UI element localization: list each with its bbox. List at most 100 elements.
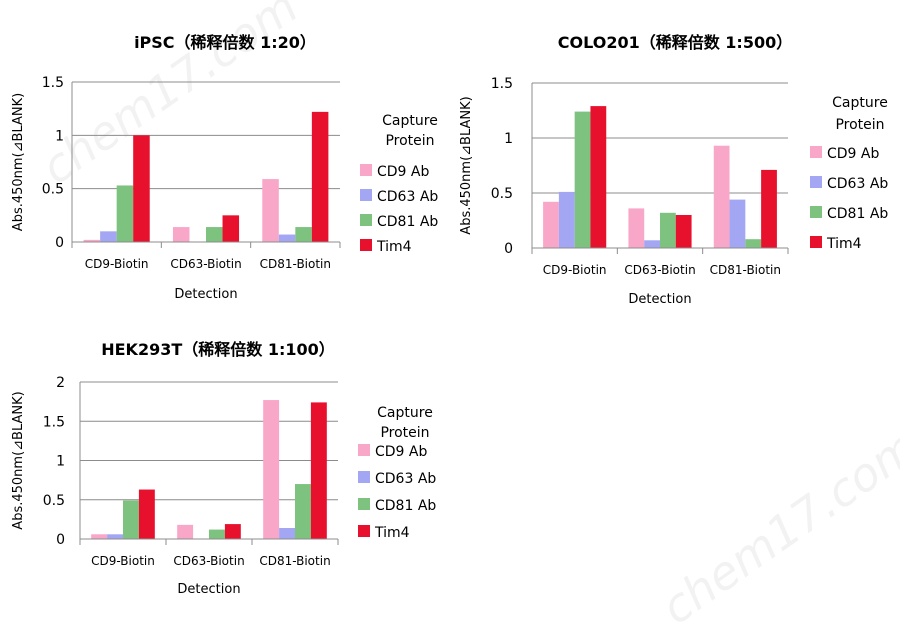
bar-cd9-ab xyxy=(83,239,101,242)
bar-cd9-ab xyxy=(543,201,559,248)
legend-label: Tim4 xyxy=(376,239,412,255)
bar-tim4 xyxy=(138,489,155,539)
bar-cd81-ab xyxy=(209,529,225,539)
bar-cd81-ab xyxy=(123,500,139,539)
x-tick-label: CD9-Biotin xyxy=(91,554,155,568)
legend-swatch xyxy=(360,189,372,201)
chart-title: iPSC（稀释倍数 1:20） xyxy=(134,33,316,52)
x-tick-label: CD9-Biotin xyxy=(85,257,149,271)
chart-svg: iPSC（稀释倍数 1:20） 0 0.5 1 1.5 CD9-Biotin CD63-Bi… xyxy=(11,33,438,302)
bar-cd9-ab xyxy=(91,534,108,539)
x-tick-label: CD63-Biotin xyxy=(624,263,695,277)
x-tick-label: CD63-Biotin xyxy=(173,554,244,568)
legend-swatch xyxy=(358,471,370,483)
legend-label: Tim4 xyxy=(826,236,862,252)
bar-cd81-ab xyxy=(295,227,312,242)
legend-swatch xyxy=(360,214,372,226)
legend-label: CD9 Ab xyxy=(377,164,429,180)
y-tick-label: 2 xyxy=(56,375,65,391)
legend-title: Capture xyxy=(832,95,888,111)
legend-label: CD81 Ab xyxy=(827,206,888,222)
chart-hek293t: HEK293T（稀释倍数 1:100） 0 0.5 1 1.5 2 CD9-Biotin CD… xyxy=(0,320,450,600)
x-axis-label: Detection xyxy=(628,292,691,307)
x-axis-label: Detection xyxy=(174,287,237,302)
legend-label: Tim4 xyxy=(374,525,410,541)
y-tick-label: 1.5 xyxy=(43,414,65,430)
bar-tim4 xyxy=(224,524,241,539)
bar-cd63-ab xyxy=(729,199,746,248)
legend-label: CD63 Ab xyxy=(827,176,888,192)
bar-cd81-ab xyxy=(295,484,311,539)
bar-cd81-ab xyxy=(660,212,676,248)
bar-cd81-ab xyxy=(745,239,762,248)
x-tick-label: CD81-Biotin xyxy=(260,257,331,271)
y-tick-label: 0.5 xyxy=(43,493,65,509)
legend-label: CD63 Ab xyxy=(375,471,436,487)
y-tick-label: 1 xyxy=(55,128,64,144)
y-tick-label: 0.5 xyxy=(42,182,64,198)
y-axis-label: Abs.450nm(⊿BLANK) xyxy=(459,96,474,234)
chart-ipsc: iPSC（稀释倍数 1:20） 0 0.5 1 1.5 CD9-Biotin CD63-Bi… xyxy=(0,0,450,320)
y-axis-label: Abs.450nm(⊿BLANK) xyxy=(11,93,26,231)
bar-cd63-ab xyxy=(278,234,296,242)
legend-title: Protein xyxy=(385,133,434,149)
legend-title: Capture xyxy=(382,113,438,129)
y-axis-label: Abs.450nm(⊿BLANK) xyxy=(11,391,26,529)
bar-cd9-ab xyxy=(713,145,730,248)
legend-swatch xyxy=(810,236,822,248)
bar-cd63-ab xyxy=(558,191,575,248)
chart-title: HEK293T（稀释倍数 1:100） xyxy=(101,340,335,359)
y-tick-label: 1 xyxy=(56,454,65,470)
legend-title: Protein xyxy=(835,117,884,133)
legend-label: CD63 Ab xyxy=(377,189,438,205)
bar-cd63-ab xyxy=(100,231,117,242)
bar-cd63-ab xyxy=(279,528,295,539)
y-tick-label: 0 xyxy=(56,532,65,548)
chart-colo201: COLO201（稀释倍数 1:500） 0 0.5 1 1.5 CD9-Biotin CD6… xyxy=(450,0,900,320)
legend-label: CD9 Ab xyxy=(375,444,427,460)
y-tick-label: 1.5 xyxy=(42,75,64,91)
watermark-text: chem17.com xyxy=(651,419,900,635)
bar-tim4 xyxy=(761,169,777,248)
bar-cd9-ab xyxy=(628,208,645,248)
y-tick-label: 0 xyxy=(55,235,64,251)
y-tick-label: 0 xyxy=(504,241,513,257)
bar-cd63-ab xyxy=(644,240,660,248)
y-tick-label: 1 xyxy=(504,131,513,147)
y-tick-label: 0.5 xyxy=(491,186,513,202)
y-tick-label: 1.5 xyxy=(491,76,513,92)
bar-tim4 xyxy=(590,106,607,248)
legend-label: CD81 Ab xyxy=(377,214,438,230)
bar-cd81-ab xyxy=(574,111,591,248)
bar-cd9-ab xyxy=(172,227,190,242)
bar-tim4 xyxy=(133,135,150,242)
chart-svg: HEK293T（稀释倍数 1:100） 0 0.5 1 1.5 2 CD9-Biotin CD… xyxy=(11,340,436,597)
bar-cd63-ab xyxy=(107,534,123,539)
x-axis-label: Detection xyxy=(177,582,240,597)
bar-cd81-ab xyxy=(116,185,134,242)
legend-swatch xyxy=(810,176,822,188)
legend-swatch xyxy=(358,498,370,510)
legend-title: Capture xyxy=(377,405,433,421)
legend-swatch xyxy=(360,239,372,251)
chart-title: COLO201（稀释倍数 1:500） xyxy=(558,33,792,52)
bar-tim4 xyxy=(222,215,240,242)
bar-cd9-ab xyxy=(262,179,279,242)
bar-cd9-ab xyxy=(263,400,280,539)
legend-swatch xyxy=(360,164,372,176)
bar-tim4 xyxy=(310,402,327,539)
bar-tim4 xyxy=(311,111,329,242)
x-tick-label: CD81-Biotin xyxy=(259,554,330,568)
bar-tim4 xyxy=(675,215,692,248)
legend-swatch xyxy=(810,146,822,158)
bar-cd81-ab xyxy=(206,227,223,242)
legend-swatch xyxy=(358,525,370,537)
legend-title: Protein xyxy=(380,425,429,441)
x-tick-label: CD81-Biotin xyxy=(710,263,781,277)
chart-svg: COLO201（稀释倍数 1:500） 0 0.5 1 1.5 CD9-Biotin CD6… xyxy=(459,33,888,307)
bar-cd9-ab xyxy=(177,524,194,539)
legend-label: CD9 Ab xyxy=(827,146,879,162)
x-tick-label: CD9-Biotin xyxy=(543,263,607,277)
x-tick-label: CD63-Biotin xyxy=(170,257,241,271)
legend-swatch xyxy=(810,206,822,218)
